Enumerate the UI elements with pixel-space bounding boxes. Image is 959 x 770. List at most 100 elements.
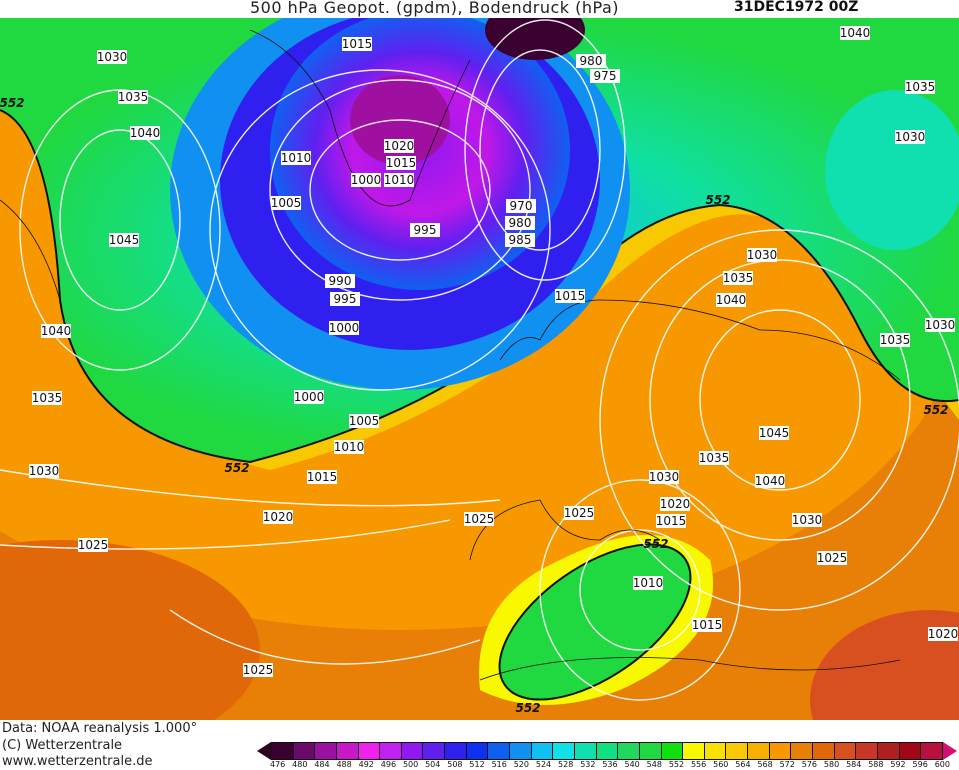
isobar-label-bg xyxy=(97,50,127,64)
isobar-label-bg xyxy=(840,26,870,40)
isobar-label: 1010 xyxy=(384,173,415,187)
isobar-label-bg xyxy=(41,324,71,338)
isobar-label: 1000 xyxy=(294,390,325,404)
isobar-label: 990 xyxy=(329,274,352,288)
legend-tick: 496 xyxy=(380,760,397,769)
isobar-label: 1035 xyxy=(699,451,730,465)
isobar-label: 1040 xyxy=(130,126,161,140)
isobar-label: 1000 xyxy=(351,173,382,187)
copyright: (C) Wetterzentrale xyxy=(2,738,123,753)
isobar-label: 1010 xyxy=(633,576,664,590)
isobar-label-bg xyxy=(817,551,847,565)
legend-swatch xyxy=(726,742,749,760)
legend-swatch xyxy=(921,742,943,760)
ridge-cyan xyxy=(825,90,959,250)
legend-swatch xyxy=(466,742,489,760)
legend-swatch xyxy=(618,742,640,760)
isobar-label: 1025 xyxy=(78,538,109,552)
legend-tick: 476 xyxy=(270,760,286,769)
legend-tick: 532 xyxy=(580,760,596,769)
legend-tick: 600 xyxy=(934,760,950,769)
isobar-label-bg xyxy=(925,318,955,332)
legend-high-arrow xyxy=(942,742,957,760)
color-legend xyxy=(257,742,957,760)
isobar-label: 1025 xyxy=(564,506,595,520)
isobar-label-bg xyxy=(716,293,746,307)
isobar-label-bg xyxy=(699,451,729,465)
isobar-label-bg xyxy=(325,274,355,288)
isobar-label: 1025 xyxy=(243,663,274,677)
legend-swatch xyxy=(401,742,424,760)
contour-552-label: 552 xyxy=(705,193,730,207)
legend-swatch xyxy=(748,742,770,760)
isobar-label: 1035 xyxy=(723,271,754,285)
legend-swatch xyxy=(899,742,922,760)
isobar-label-bg xyxy=(243,663,273,677)
isobar-label: 1010 xyxy=(334,440,365,454)
isobar-label-bg xyxy=(660,497,690,511)
isobar-label-bg xyxy=(505,216,535,230)
legend-tick: 584 xyxy=(846,760,862,769)
legend-swatch xyxy=(488,742,511,760)
isobar-label: 1040 xyxy=(41,324,72,338)
isobar-label-bg xyxy=(109,233,139,247)
legend-swatch xyxy=(358,742,381,760)
isobar-label: 1015 xyxy=(342,37,373,51)
isobar-label-bg xyxy=(330,292,360,306)
geopotential-map: 1015 1030 1035 1040 552 1045 1040 1035 1030 1025 1… xyxy=(0,18,959,720)
isobar-label: 1030 xyxy=(97,50,128,64)
legend-tick: 512 xyxy=(469,760,485,769)
legend-swatch xyxy=(877,742,900,760)
contour-552-label: 552 xyxy=(224,461,249,475)
legend-tick: 576 xyxy=(801,760,818,769)
isobar-label-bg xyxy=(410,223,440,237)
legend-swatch xyxy=(639,742,662,760)
isobar-label: 1035 xyxy=(880,333,911,347)
isobar-label-bg xyxy=(307,470,337,484)
isobar-label: 1035 xyxy=(32,391,63,405)
isobar-label-bg xyxy=(692,618,722,632)
isobar-label-bg xyxy=(590,69,620,83)
isobar-label-bg xyxy=(351,173,381,187)
isobar-label: 1020 xyxy=(384,139,415,153)
legend-tick: 536 xyxy=(602,760,618,769)
isobar-label-bg xyxy=(880,333,910,347)
legend-swatch xyxy=(510,742,532,760)
isobar-label: 1020 xyxy=(263,510,294,524)
isobar-label-bg xyxy=(656,514,686,528)
legend-tick: 516 xyxy=(491,760,507,769)
isobar-label: 1010 xyxy=(281,151,312,165)
legend-swatch xyxy=(423,742,446,760)
isobar-label-bg xyxy=(723,271,753,285)
isobar-label-bg xyxy=(32,391,62,405)
isobar-label: 1020 xyxy=(660,497,691,511)
contour-552-label: 552 xyxy=(0,96,25,110)
data-source: Data: NOAA reanalysis 1.000° xyxy=(2,721,198,736)
legend-swatch xyxy=(553,742,575,760)
legend-tick: 568 xyxy=(757,760,773,769)
legend-tick: 480 xyxy=(292,760,308,769)
legend-tick: 492 xyxy=(358,760,374,769)
isobar-label: 1015 xyxy=(692,618,723,632)
isobar-label: 1030 xyxy=(649,470,680,484)
isobar-label-bg xyxy=(78,538,108,552)
legend-tick: 596 xyxy=(912,760,928,769)
map-date: 31DEC1972 00Z xyxy=(734,0,859,15)
isobar-label: 1035 xyxy=(118,90,149,104)
isobar-label-bg xyxy=(334,440,364,454)
isobar-label: 1025 xyxy=(464,512,495,526)
legend-swatch xyxy=(661,742,684,760)
legend-tick: 508 xyxy=(447,760,463,769)
legend-swatch xyxy=(336,742,359,760)
legend-swatch xyxy=(596,742,619,760)
isobar-label: 995 xyxy=(334,292,357,306)
legend-tick: 588 xyxy=(868,760,884,769)
band-red-west xyxy=(0,540,260,720)
isobar-label-bg xyxy=(29,464,59,478)
legend-tick: 524 xyxy=(535,760,552,769)
isobars xyxy=(0,19,959,701)
isobar-label: 1030 xyxy=(895,130,926,144)
isobar-label: 980 xyxy=(580,54,603,68)
website-url: www.wetterzentrale.de xyxy=(2,754,153,769)
